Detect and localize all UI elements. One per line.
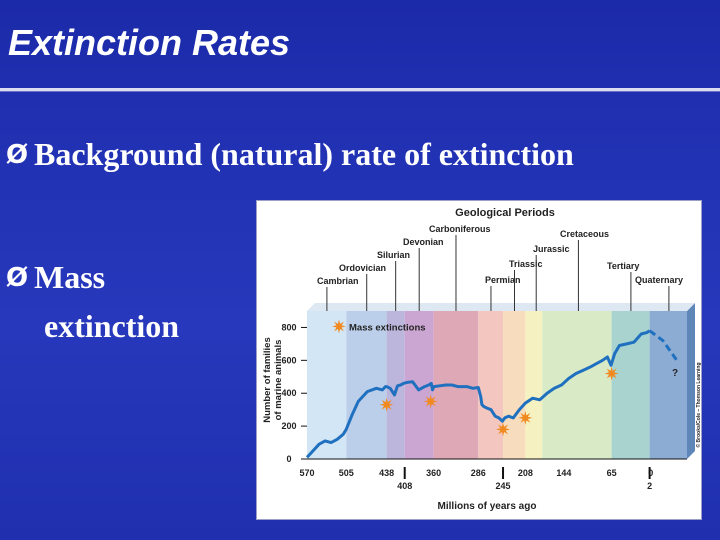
period-band-jurassic: [525, 311, 543, 459]
period-label-jurassic: Jurassic: [533, 244, 570, 254]
y-tick-label: 800: [281, 322, 296, 332]
period-label-silurian: Silurian: [377, 250, 410, 260]
mass-extinction-star: [518, 410, 533, 425]
period-label-tertiary: Tertiary: [607, 261, 639, 271]
y-tick-label: 600: [281, 355, 296, 365]
families-series-line: [305, 329, 651, 459]
slide-title: Extinction Rates: [8, 22, 291, 63]
y-tick-label: 200: [281, 421, 296, 431]
period-band-permian: [478, 311, 504, 459]
period-label-cretaceous: Cretaceous: [560, 229, 609, 239]
mass-extinction-star: [423, 394, 438, 409]
period-label-devonian: Devonian: [403, 237, 444, 247]
x-axis-label: Millions of years ago: [438, 501, 537, 512]
legend-star-icon: [332, 319, 346, 334]
x-tick-label: 208: [518, 468, 533, 478]
period-label-permian: Permian: [485, 275, 521, 285]
credit-text: © Brooks/Cole – Thomson Learning: [695, 362, 701, 447]
period-band-ordovician: [346, 311, 387, 459]
chart-svg: Geological Periods Cambrian Ordovician Silu…: [262, 207, 702, 512]
x-tick-label-lower: 408: [397, 481, 412, 491]
x-tick-label: 65: [607, 468, 617, 478]
period-band-quaternary: [649, 311, 687, 459]
x-tick-label: 144: [556, 468, 571, 478]
y-axis-label-line2: of marine animals: [273, 340, 284, 421]
period-label-ordovician: Ordovician: [339, 263, 386, 273]
mass-extinction-star: [379, 397, 394, 412]
x-tick-label: 360: [426, 468, 441, 478]
bullet-text-line2: extinction: [44, 308, 180, 344]
period-label-carboniferous: Carboniferous: [429, 224, 491, 234]
period-label-cambrian: Cambrian: [317, 276, 359, 286]
bullet-mass-extinction: Ø Mass extinction: [6, 253, 179, 350]
x-tick-label: 286: [471, 468, 486, 478]
x-tick-label: 505: [339, 468, 354, 478]
period-label-quaternary: Quaternary: [635, 275, 683, 285]
chart-top-panel: [307, 303, 695, 311]
projection-series-line: [648, 329, 680, 363]
projection-question-mark: ?: [672, 368, 678, 379]
extinction-chart: Geological Periods Cambrian Ordovician Silu…: [256, 200, 702, 520]
period-label-triassic: Triassic: [509, 259, 543, 269]
x-tick-label: 438: [379, 468, 394, 478]
period-band-silurian: [386, 311, 405, 459]
period-band-triassic: [503, 311, 526, 459]
y-tick-label: 400: [281, 388, 296, 398]
x-tick-label: 0: [648, 468, 653, 478]
bullet-background-rate: Ø Background (natural) rate of extinction: [6, 136, 574, 173]
legend-label: Mass extinctions: [349, 322, 426, 333]
x-tick-label-lower: 245: [496, 481, 511, 491]
title-divider: [0, 88, 720, 91]
y-axis-label-line1: Number of families: [262, 337, 273, 423]
mass-extinction-star: [604, 366, 619, 381]
period-band-tertiary: [611, 311, 650, 459]
x-tick-label: 570: [299, 468, 314, 478]
chart-side-panel: [687, 303, 695, 459]
geological-periods-title: Geological Periods: [455, 207, 555, 219]
mass-extinction-star: [496, 422, 510, 437]
bullet-text: Background (natural) rate of extinction: [34, 136, 574, 172]
x-tick-label-lower: 2: [647, 481, 652, 491]
period-band-cretaceous: [542, 311, 612, 459]
arrow-bullet-icon: Ø: [6, 263, 29, 293]
arrow-bullet-icon: Ø: [6, 140, 29, 170]
bullet-text-line1: Mass: [34, 259, 106, 295]
period-band-cambrian: [307, 311, 347, 459]
y-tick-label: 0: [286, 454, 291, 464]
